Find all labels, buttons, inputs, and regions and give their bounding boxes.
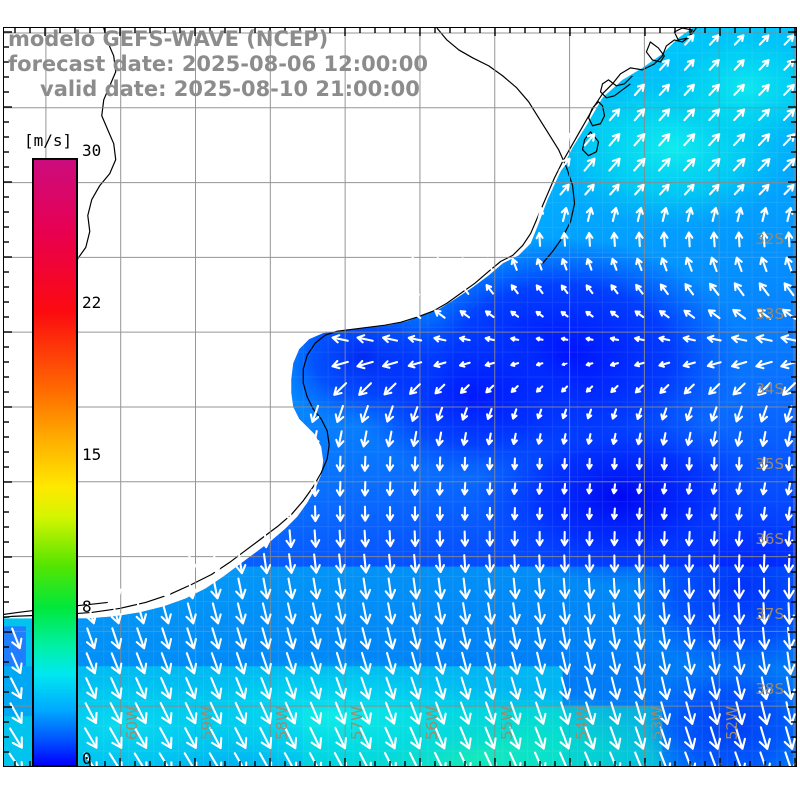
lon-label-52W: 52W [723, 706, 741, 740]
lat-label-37S: 37S [755, 605, 784, 623]
lat-label-36S: 36S [755, 530, 784, 548]
right-axis-ticks [788, 31, 797, 753]
colorbar-gradient [32, 158, 78, 767]
top-axis-ticks [14, 27, 796, 36]
colorbar-tick-15: 15 [82, 445, 102, 464]
colorbar-unit-label: [m/s] [24, 131, 73, 150]
lon-label-56W: 56W [423, 706, 441, 740]
lon-label-58W: 58W [273, 706, 291, 740]
colorbar-tick-0: 0 [82, 749, 92, 768]
lat-label-35S: 35S [755, 455, 784, 473]
lon-label-55W: 55W [498, 706, 516, 740]
colorbar-tick-8: 8 [82, 597, 92, 616]
geo-labels: 32S33S34S35S36S37S38S61W60W59W58W57W56W5… [4, 28, 796, 766]
colorbar-tick-22: 22 [82, 293, 102, 312]
wind-vector-arrows [8, 34, 796, 766]
lon-label-59W: 59W [198, 706, 216, 740]
left-axis-ticks [3, 31, 12, 753]
lat-label-33S: 33S [755, 305, 784, 323]
map-frame: 32S33S34S35S36S37S38S61W60W59W58W57W56W5… [3, 27, 797, 767]
lat-label-34S: 34S [755, 380, 784, 398]
lat-lon-gridlines [4, 28, 796, 766]
wind-speed-raster [4, 28, 796, 766]
lon-label-57W: 57W [348, 706, 366, 740]
colorbar-tick-30: 30 [82, 141, 102, 160]
lon-label-60W: 60W [123, 706, 141, 740]
lat-label-32S: 32S [755, 230, 784, 248]
lat-label-38S: 38S [755, 680, 784, 698]
lon-label-53W: 53W [648, 706, 666, 740]
bottom-axis-ticks [14, 758, 796, 767]
colorbar [32, 158, 78, 767]
lon-label-54W: 54W [573, 706, 591, 740]
